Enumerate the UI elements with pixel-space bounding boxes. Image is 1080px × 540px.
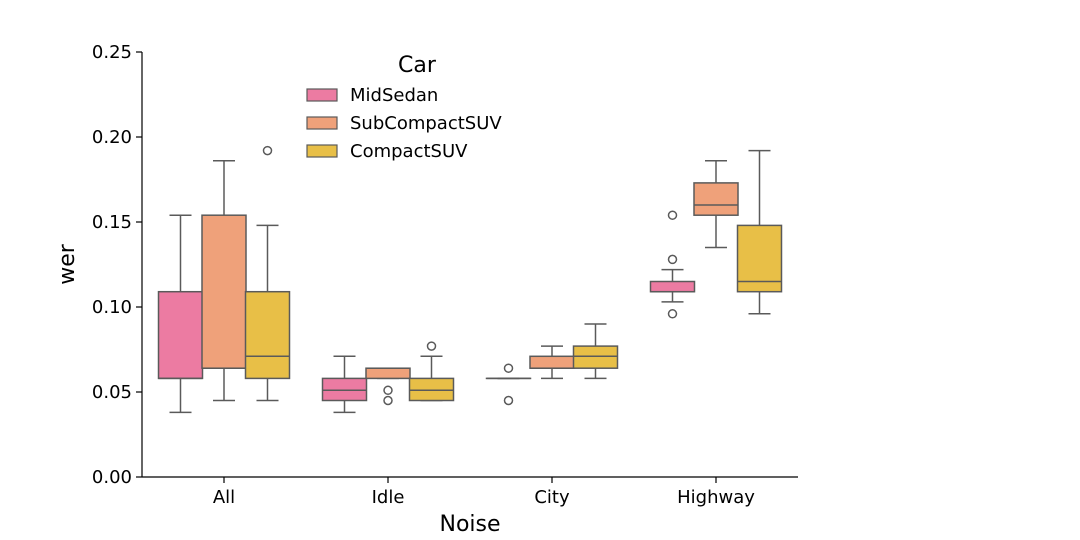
legend: Car MidSedan SubCompactSUV CompactSUV [306,53,502,162]
box-iqr [529,355,575,369]
box-iqr [321,377,368,402]
box-CompactSUV-City [572,323,619,380]
legend-swatch [306,144,338,158]
box-MidSedan-City [485,363,532,406]
box-SubCompactSUV-All [201,160,247,402]
outlier-point [667,210,678,220]
box-SubCompactSUV-Idle [365,367,411,406]
y-tick-label: 0.00 [92,467,132,488]
x-axis-title: Noise [439,512,500,537]
outlier-point [383,385,393,396]
x-tick-label: Highway [677,487,755,508]
box-iqr [201,214,247,369]
y-tick-label: 0.15 [92,212,132,233]
x-tick-label: Idle [372,487,405,508]
box-SubCompactSUV-Highway [693,160,739,249]
legend-swatch [306,116,338,130]
box-iqr [408,377,455,402]
box-MidSedan-All [157,214,204,414]
box-SubCompactSUV-City [529,345,575,380]
x-tick-label: All [213,487,235,508]
box-MidSedan-Highway [649,210,696,319]
box-iqr [572,345,619,369]
box-iqr [157,290,204,380]
legend-label: SubCompactSUV [350,113,502,134]
plot-area [157,145,783,414]
box-iqr [693,182,739,216]
legend-label: MidSedan [350,85,438,106]
box-iqr [649,280,696,293]
box-CompactSUV-Highway [736,149,783,315]
outlier-point [667,309,678,319]
outlier-point [667,254,678,265]
y-tick-label: 0.20 [92,127,132,148]
legend-title: Car [398,53,437,78]
x-tick-label: City [534,487,570,508]
legend-label: CompactSUV [350,141,468,162]
box-CompactSUV-All [244,145,291,402]
box-CompactSUV-Idle [408,341,455,402]
y-axis-ticks: 0.00 0.05 0.10 0.15 0.20 0.25 [92,42,142,488]
box-iqr [365,367,411,380]
x-axis-ticks: All Idle City Highway [213,477,755,508]
outlier-point [262,145,273,156]
y-axis-title: wer [55,243,80,285]
outlier-point [503,363,514,373]
outlier-point [503,395,514,406]
box-iqr [244,290,291,380]
box-MidSedan-Idle [321,355,368,414]
outlier-point [426,341,437,351]
y-tick-label: 0.10 [92,297,132,318]
axes [141,52,798,478]
outlier-point [383,395,393,406]
box-iqr [736,224,783,293]
y-tick-label: 0.25 [92,42,132,63]
y-tick-label: 0.05 [92,382,132,403]
legend-swatch [306,88,338,102]
